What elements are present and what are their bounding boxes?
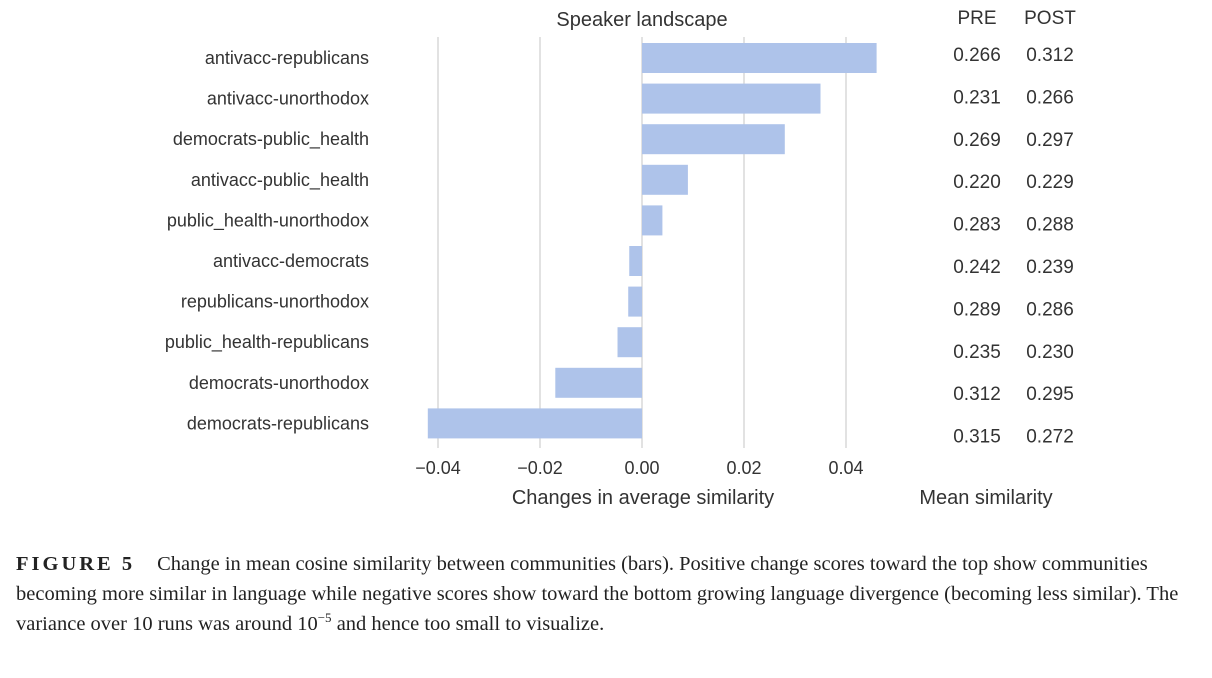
- figure-caption: FIGURE 5 Change in mean cosine similarity…: [16, 549, 1196, 639]
- table-cell: 0.239: [1026, 257, 1074, 278]
- category-label: democrats-republicans: [187, 413, 369, 433]
- table-cell: 0.297: [1026, 130, 1074, 151]
- table-cell: 0.315: [953, 427, 1001, 448]
- bar: [555, 367, 642, 398]
- chart: antivacc-republicans antivacc-unorthodox d…: [165, 8, 1076, 509]
- chart-title: Speaker landscape: [556, 9, 727, 31]
- table-cell: 0.295: [1026, 384, 1074, 405]
- table-cell: 0.266: [953, 45, 1001, 66]
- table-cell: 0.231: [953, 87, 1001, 108]
- x-axis-label: Changes in average similarity: [512, 487, 774, 509]
- table-cell: 0.312: [953, 384, 1001, 405]
- table-header: PRE: [957, 8, 996, 29]
- category-label: antivacc-public_health: [191, 170, 369, 191]
- bar: [642, 205, 663, 236]
- bar: [642, 164, 688, 195]
- table-cell: 0.289: [953, 299, 1001, 320]
- category-label: antivacc-democrats: [213, 251, 369, 271]
- category-label: republicans-unorthodox: [181, 292, 369, 312]
- table-cell: 0.288: [1026, 215, 1074, 236]
- x-tick-label: 0.04: [828, 458, 863, 478]
- table-cell: 0.272: [1026, 427, 1074, 448]
- x-tick-label: 0.00: [624, 458, 659, 478]
- category-label: democrats-unorthodox: [189, 373, 369, 393]
- bar: [642, 43, 877, 73]
- caption-text: Change in mean cosine similarity between…: [16, 553, 1179, 635]
- table-cell: 0.283: [953, 215, 1001, 236]
- table-label: Mean similarity: [919, 487, 1052, 509]
- category-label: antivacc-republicans: [205, 48, 369, 68]
- caption-text-end: and hence too small to visualize.: [331, 613, 605, 635]
- table-cell: 0.229: [1026, 172, 1074, 193]
- bar: [628, 286, 642, 317]
- figure-label: FIGURE 5: [16, 553, 136, 575]
- bar: [629, 246, 642, 276]
- table-cell: 0.242: [953, 257, 1001, 278]
- category-label: public_health-unorthodox: [167, 210, 369, 231]
- table-cell: 0.269: [953, 130, 1001, 151]
- table-cell: 0.220: [953, 172, 1001, 193]
- bar: [427, 408, 642, 439]
- bar: [642, 124, 785, 155]
- table-cell: 0.235: [953, 342, 1001, 363]
- table-cell: 0.312: [1026, 45, 1074, 66]
- category-label: antivacc-unorthodox: [207, 89, 369, 109]
- table-cell: 0.286: [1026, 299, 1074, 320]
- table-cell: 0.230: [1026, 342, 1074, 363]
- caption-exponent: −5: [317, 610, 332, 626]
- x-tick-label: −0.04: [415, 458, 461, 478]
- x-tick-label: 0.02: [726, 458, 761, 478]
- bar: [617, 327, 642, 358]
- category-label: public_health-republicans: [165, 332, 369, 353]
- table-cell: 0.266: [1026, 87, 1074, 108]
- bar: [642, 83, 821, 114]
- table-header: POST: [1024, 8, 1076, 29]
- category-label: democrats-public_health: [173, 129, 369, 150]
- x-tick-label: −0.02: [517, 458, 563, 478]
